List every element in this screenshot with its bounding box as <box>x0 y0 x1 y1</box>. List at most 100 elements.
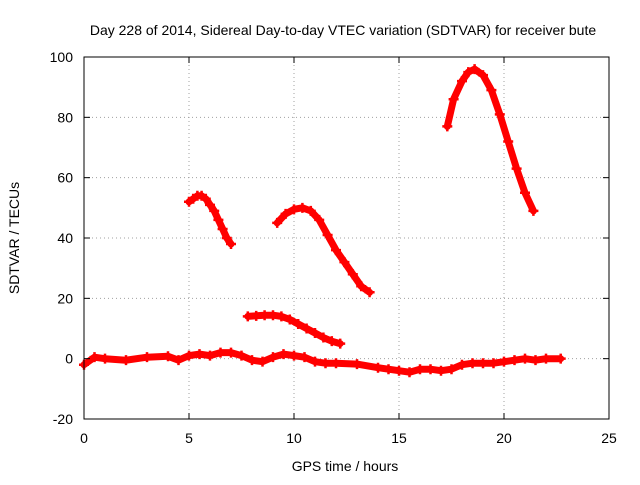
data-point <box>373 362 383 373</box>
data-point <box>173 355 184 366</box>
data-point <box>467 358 478 369</box>
x-tick-label: 15 <box>391 430 407 446</box>
data-point <box>448 94 459 105</box>
data-point <box>555 353 566 364</box>
data-point <box>305 205 316 216</box>
data-point <box>415 364 425 375</box>
data-point <box>310 328 320 339</box>
data-point <box>236 350 247 361</box>
y-axis-label: SDTVAR / TECUs <box>6 182 22 294</box>
x-tick-label: 5 <box>185 430 193 446</box>
data-point <box>213 214 224 225</box>
data-point <box>457 359 467 370</box>
y-tick-label: 40 <box>57 230 73 246</box>
data-point <box>520 353 530 364</box>
series-arc-9h <box>272 202 375 298</box>
data-point <box>347 269 358 280</box>
data-point <box>280 208 291 219</box>
data-point <box>503 136 514 147</box>
data-point <box>293 318 304 329</box>
data-point <box>364 287 375 298</box>
data-point <box>314 214 325 225</box>
data-point <box>331 245 341 256</box>
x-tick-label: 20 <box>496 430 512 446</box>
data-point <box>226 347 236 358</box>
data-point <box>259 310 270 321</box>
data-point <box>339 257 350 268</box>
data-point <box>463 67 474 78</box>
plot-area <box>79 64 566 378</box>
data-point <box>257 356 268 367</box>
data-point <box>520 187 530 198</box>
axis-ticks: 0 5 10 15 20 25 -20 0 20 40 60 80 100 <box>50 49 617 446</box>
data-point <box>221 233 232 243</box>
data-point <box>425 364 436 375</box>
data-point <box>383 364 394 375</box>
data-point <box>356 281 367 292</box>
data-point <box>89 352 100 363</box>
data-point <box>469 64 480 75</box>
data-point <box>331 358 341 369</box>
data-point <box>301 323 312 334</box>
series-arc-8h <box>242 310 346 349</box>
series-line <box>443 65 537 215</box>
data-point <box>297 202 308 213</box>
data-point <box>457 76 467 87</box>
data-point <box>100 353 110 364</box>
data-point <box>194 349 205 360</box>
data-point <box>289 350 299 361</box>
data-point <box>242 311 253 322</box>
data-point <box>205 199 215 210</box>
data-point <box>205 350 215 361</box>
data-point <box>200 193 211 204</box>
data-point <box>486 85 497 96</box>
data-point <box>209 205 220 216</box>
data-point <box>163 351 173 362</box>
data-point <box>268 352 278 363</box>
series-arc-17h <box>442 64 539 216</box>
data-point <box>478 358 488 369</box>
data-point <box>142 352 152 363</box>
data-point <box>272 217 283 228</box>
series-arc-baseline <box>79 347 566 378</box>
data-point <box>217 223 228 234</box>
data-point <box>442 121 453 132</box>
data-point <box>494 109 505 120</box>
data-point <box>446 364 457 375</box>
y-tick-label: -20 <box>53 411 73 427</box>
data-point <box>509 355 520 366</box>
y-tick-label: 60 <box>57 170 73 186</box>
data-point <box>251 310 262 321</box>
x-axis-label: GPS time / hours <box>292 458 399 474</box>
data-point <box>404 367 415 378</box>
data-point <box>276 311 287 322</box>
data-point <box>394 365 404 376</box>
data-point <box>436 365 446 376</box>
y-tick-label: 0 <box>65 351 73 367</box>
x-tick-label: 25 <box>601 430 617 446</box>
data-point <box>541 353 551 364</box>
data-point <box>326 336 337 347</box>
data-point <box>488 358 499 369</box>
data-point <box>184 350 194 361</box>
data-point <box>268 310 278 321</box>
data-point <box>310 356 320 367</box>
x-tick-label: 10 <box>286 430 302 446</box>
data-point <box>499 356 509 367</box>
data-point <box>528 205 539 216</box>
x-tick-label: 0 <box>80 430 88 446</box>
data-point <box>318 332 329 343</box>
data-point <box>247 355 257 366</box>
data-point <box>352 359 362 370</box>
chart-title: Day 228 of 2014, Sidereal Day-to-day VTE… <box>90 22 597 38</box>
data-point <box>278 349 289 360</box>
data-point <box>478 70 488 81</box>
y-tick-label: 100 <box>50 49 74 65</box>
data-point <box>226 239 236 250</box>
data-point <box>284 314 295 325</box>
series-arc-5h <box>184 190 236 250</box>
data-point <box>511 163 522 174</box>
y-tick-label: 20 <box>57 290 73 306</box>
data-point <box>335 338 346 349</box>
